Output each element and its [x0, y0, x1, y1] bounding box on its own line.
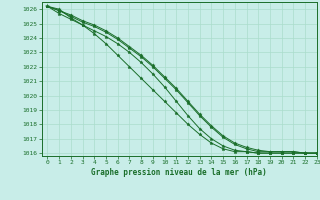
X-axis label: Graphe pression niveau de la mer (hPa): Graphe pression niveau de la mer (hPa)	[91, 168, 267, 177]
